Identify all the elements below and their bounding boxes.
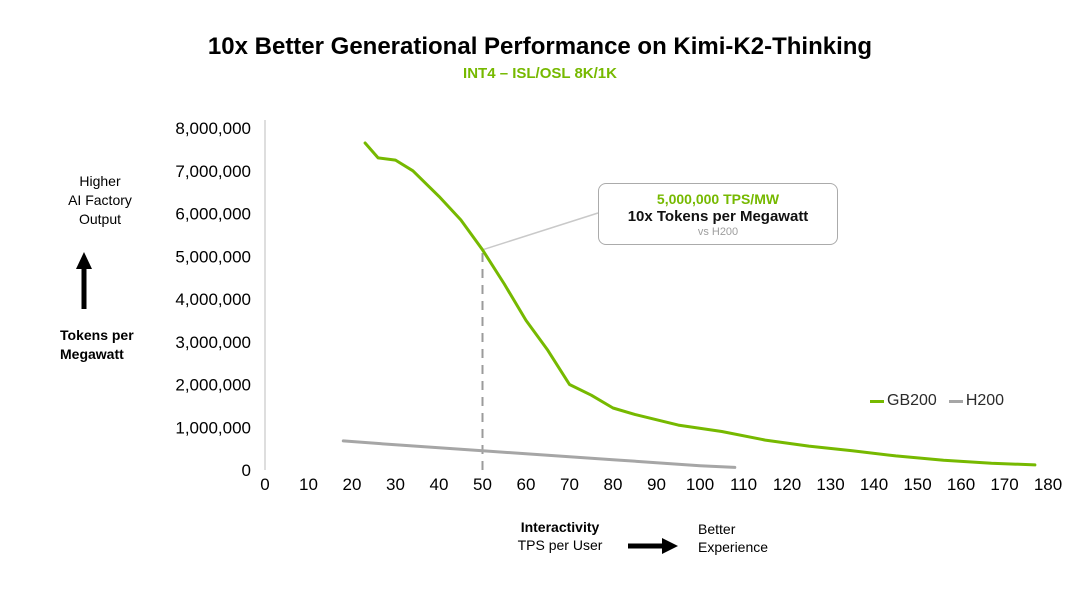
legend-label-gb200: GB200 — [887, 392, 937, 409]
x-tick-label: 60 — [517, 475, 536, 494]
x-axis-title-bold: Interactivity — [520, 519, 600, 535]
x-tick-label: 110 — [730, 475, 757, 494]
y-tick-label: 8,000,000 — [175, 119, 251, 138]
x-tick-label: 100 — [686, 475, 714, 494]
callout-box: 5,000,000 TPS/MW 10x Tokens per Megawatt… — [598, 183, 838, 245]
chart-title: 10x Better Generational Performance on K… — [207, 33, 873, 60]
x-tick-label: 80 — [604, 475, 623, 494]
callout-value: 5,000,000 TPS/MW — [656, 191, 780, 207]
y-tick-label: 2,000,000 — [175, 376, 251, 395]
legend-label-h200: H200 — [965, 392, 1005, 409]
y-tick-label: 5,000,000 — [175, 247, 251, 266]
gb200-line-swatch — [870, 399, 884, 403]
x-tick-label: 20 — [343, 475, 362, 494]
legend: GB200 H200 — [870, 392, 1004, 410]
x-tick-label: 50 — [473, 475, 492, 494]
x-axis-title-sub: TPS per User — [517, 537, 603, 553]
series-line-gb200 — [363, 141, 1037, 467]
x-tick-label: 40 — [430, 475, 449, 494]
x-tick-label: 120 — [773, 475, 801, 494]
callout-comparison: vs H200 — [697, 226, 739, 238]
y-tick-label: 3,000,000 — [175, 333, 251, 352]
x-tick-label: 30 — [386, 475, 405, 494]
y-tick-label: 4,000,000 — [175, 290, 251, 309]
higher-output-label: Higher AI Factory Output — [68, 173, 132, 227]
legend-item-gb200: GB200 — [870, 392, 937, 410]
x-axis-title: Interactivity TPS per User — [498, 518, 622, 554]
y-tick-label: 7,000,000 — [175, 162, 251, 181]
x-tick-label: 180 — [1034, 475, 1062, 494]
x-tick-label: 130 — [816, 475, 844, 494]
right-arrow-head-icon — [662, 538, 678, 554]
x-tick-label: 0 — [260, 475, 269, 494]
x-tick-label: 10 — [299, 475, 318, 494]
better-experience-label: Better Experience — [698, 521, 769, 555]
series-line-h200 — [341, 439, 737, 469]
y-tick-label: 1,000,000 — [175, 418, 251, 437]
chart-subtitle: INT4 – ISL/OSL 8K/1K — [463, 65, 617, 82]
x-tick-label: 170 — [990, 475, 1018, 494]
callout-connector-line — [482, 212, 599, 251]
h200-line-swatch — [948, 399, 963, 403]
x-tick-label: 160 — [947, 475, 975, 494]
x-tick-label: 140 — [860, 475, 888, 494]
callout-caption: 10x Tokens per Megawatt — [627, 208, 809, 225]
y-axis-title: Tokens per Megawatt — [60, 327, 134, 362]
y-tick-label: 0 — [242, 461, 251, 480]
x-tick-label: 90 — [647, 475, 666, 494]
legend-item-h200: H200 — [948, 392, 1005, 410]
y-tick-label: 6,000,000 — [175, 205, 251, 224]
x-tick-label: 70 — [560, 475, 579, 494]
up-arrow-head-icon — [76, 252, 92, 269]
x-tick-label: 150 — [903, 475, 931, 494]
